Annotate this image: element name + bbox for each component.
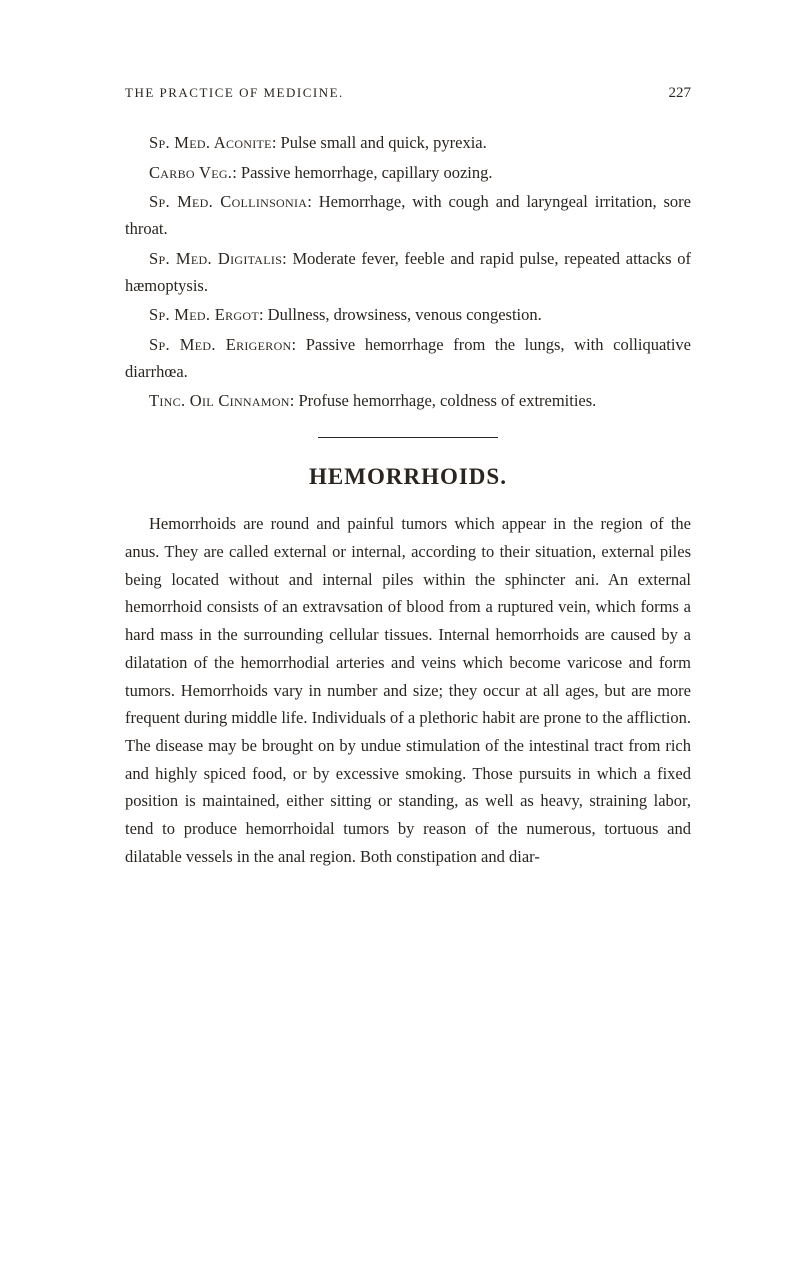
remedy-line: Sp. Med. Digitalis: Moderate fever, feeb… <box>125 246 691 299</box>
remedy-name: Sp. Med. Erigeron <box>149 335 292 354</box>
remedy-line: Sp. Med. Erigeron: Passive hemorrhage fr… <box>125 332 691 385</box>
remedy-desc: : Profuse hemorrhage, coldness of extrem… <box>290 391 597 410</box>
remedy-name: Carbo Veg. <box>149 163 232 182</box>
running-head: THE PRACTICE OF MEDICINE. <box>125 85 344 101</box>
remedy-line: Carbo Veg.: Passive hemorrhage, capillar… <box>125 160 691 187</box>
remedy-desc: : Passive hemorrhage, capillary oozing. <box>232 163 492 182</box>
section-body-paragraph: Hemorrhoids are round and painful tumors… <box>125 510 691 870</box>
remedy-name: Sp. Med. Digitalis <box>149 249 282 268</box>
remedy-name: Tinc. Oil Cinnamon <box>149 391 290 410</box>
remedy-name: Sp. Med. Aconite <box>149 133 272 152</box>
remedy-line: Sp. Med. Ergot: Dullness, drowsiness, ve… <box>125 302 691 329</box>
section-title: HEMORRHOIDS. <box>125 464 691 490</box>
remedy-line: Sp. Med. Aconite: Pulse small and quick,… <box>125 130 691 157</box>
remedy-name: Sp. Med. Collinsonia <box>149 192 307 211</box>
remedy-desc: : Dullness, drowsiness, venous congestio… <box>259 305 542 324</box>
remedy-name: Sp. Med. Ergot <box>149 305 259 324</box>
page-header: THE PRACTICE OF MEDICINE. 227 <box>125 85 691 102</box>
page-number: 227 <box>669 85 692 102</box>
remedy-line: Sp. Med. Collinsonia: Hemorrhage, with c… <box>125 189 691 242</box>
section-divider-rule <box>318 437 498 438</box>
remedy-line: Tinc. Oil Cinnamon: Profuse hemorrhage, … <box>125 388 691 415</box>
remedy-desc: : Pulse small and quick, pyrexia. <box>272 133 487 152</box>
